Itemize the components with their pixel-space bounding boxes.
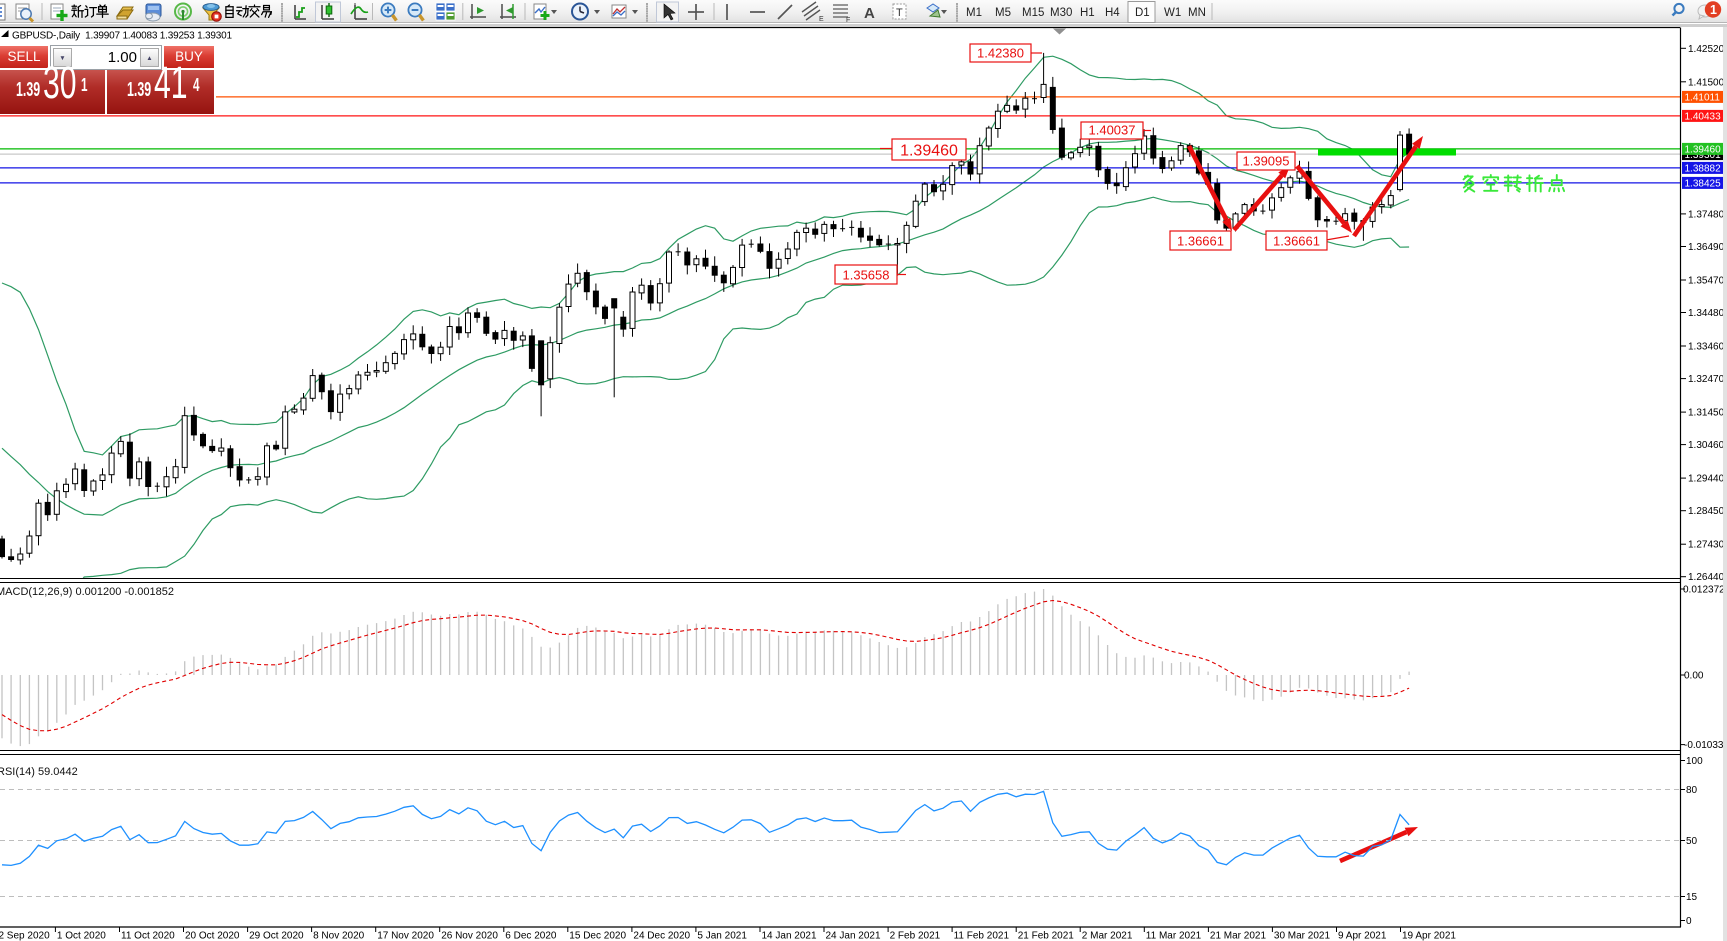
svg-text:21 Feb 2021: 21 Feb 2021	[1018, 931, 1075, 941]
svg-text:20 Oct 2020: 20 Oct 2020	[185, 931, 240, 941]
svg-text:D1: D1	[1135, 7, 1150, 19]
svg-text:22 Sep 2020: 22 Sep 2020	[0, 931, 50, 941]
svg-text:5 Jan 2021: 5 Jan 2021	[697, 931, 747, 941]
svg-text:1.28450: 1.28450	[1688, 506, 1725, 517]
svg-text:1.40037: 1.40037	[1089, 123, 1136, 138]
svg-text:1.34480: 1.34480	[1688, 308, 1725, 319]
svg-text:MACD(12,26,9) 0.001200 -0.0018: MACD(12,26,9) 0.001200 -0.001852	[0, 586, 174, 598]
svg-text:1.42380: 1.42380	[977, 46, 1024, 61]
svg-text:6 Dec 2020: 6 Dec 2020	[505, 931, 557, 941]
svg-text:1.39460: 1.39460	[900, 143, 958, 160]
svg-text:0.00: 0.00	[1684, 671, 1704, 682]
svg-text:0: 0	[1686, 916, 1692, 927]
svg-text:W1: W1	[1164, 7, 1181, 19]
svg-text:E: E	[819, 16, 824, 23]
svg-text:50: 50	[1686, 836, 1698, 847]
svg-text:80: 80	[1686, 785, 1698, 796]
svg-text:1.40433: 1.40433	[1685, 112, 1722, 123]
svg-text:11 Feb 2021: 11 Feb 2021	[954, 931, 1010, 941]
svg-text:M5: M5	[995, 7, 1011, 19]
svg-text:1.35658: 1.35658	[843, 268, 890, 283]
svg-text:15: 15	[1686, 892, 1698, 903]
svg-text:1.41011: 1.41011	[1685, 93, 1721, 104]
svg-text:8 Nov 2020: 8 Nov 2020	[313, 931, 365, 941]
svg-text:1.42520: 1.42520	[1688, 44, 1725, 55]
svg-text:11 Oct 2020: 11 Oct 2020	[121, 931, 175, 941]
svg-text:30 Mar 2021: 30 Mar 2021	[1274, 931, 1331, 941]
svg-text:1: 1	[1710, 3, 1717, 17]
svg-text:1.35470: 1.35470	[1688, 276, 1725, 287]
svg-text:2 Feb 2021: 2 Feb 2021	[890, 931, 941, 941]
svg-text:1.36661: 1.36661	[1177, 234, 1224, 249]
svg-text:24 Jan 2021: 24 Jan 2021	[826, 931, 881, 941]
svg-text:1.36661: 1.36661	[1273, 234, 1320, 249]
svg-text:GBPUSD-,Daily 1.39907 1.40083: GBPUSD-,Daily 1.39907 1.40083 1.39253 1.…	[12, 31, 232, 42]
svg-text:19 Apr 2021: 19 Apr 2021	[1402, 931, 1456, 941]
svg-text:T: T	[896, 7, 903, 19]
svg-text:100: 100	[1686, 756, 1703, 767]
svg-text:21 Mar 2021: 21 Mar 2021	[1210, 931, 1267, 941]
svg-text:15 Dec 2020: 15 Dec 2020	[569, 931, 626, 941]
svg-text:H4: H4	[1105, 7, 1120, 19]
svg-text:M15: M15	[1022, 7, 1044, 19]
svg-text:1.33460: 1.33460	[1688, 342, 1725, 353]
svg-text:M1: M1	[966, 7, 982, 19]
svg-text:1.38882: 1.38882	[1685, 164, 1722, 175]
svg-text:1.27430: 1.27430	[1688, 540, 1725, 551]
svg-text:1.36490: 1.36490	[1688, 242, 1725, 253]
svg-text:MN: MN	[1188, 7, 1206, 19]
svg-text:29 Oct 2020: 29 Oct 2020	[249, 931, 304, 941]
svg-text:-0.0103374: -0.0103374	[1684, 740, 1727, 751]
svg-text:17 Nov 2020: 17 Nov 2020	[377, 931, 434, 941]
svg-text:1.31450: 1.31450	[1688, 408, 1725, 419]
svg-text:14 Jan 2021: 14 Jan 2021	[762, 931, 817, 941]
svg-text:1.39095: 1.39095	[1243, 154, 1290, 169]
svg-text:1.29440: 1.29440	[1688, 474, 1725, 485]
svg-text:1 Oct 2020: 1 Oct 2020	[57, 931, 106, 941]
svg-text:1.26440: 1.26440	[1688, 572, 1725, 583]
svg-text:H1: H1	[1080, 7, 1095, 19]
svg-text:A: A	[864, 5, 875, 22]
svg-text:1.32470: 1.32470	[1688, 374, 1725, 385]
svg-text:1.39460: 1.39460	[1685, 145, 1722, 156]
svg-text:1.37480: 1.37480	[1688, 209, 1725, 220]
svg-text:0.012372: 0.012372	[1683, 585, 1725, 596]
svg-text:1.30460: 1.30460	[1688, 440, 1725, 451]
svg-text:RSI(14) 59.0442: RSI(14) 59.0442	[0, 766, 78, 778]
svg-text:9 Apr 2021: 9 Apr 2021	[1338, 931, 1387, 941]
svg-text:24 Dec 2020: 24 Dec 2020	[633, 931, 690, 941]
svg-text:1.41500: 1.41500	[1688, 77, 1725, 88]
svg-text:2 Mar 2021: 2 Mar 2021	[1082, 931, 1133, 941]
svg-text:F: F	[846, 17, 850, 24]
svg-text:26 Nov 2020: 26 Nov 2020	[441, 931, 498, 941]
svg-text:11 Mar 2021: 11 Mar 2021	[1146, 931, 1202, 941]
svg-text:1.39301: 1.39301	[1685, 150, 1722, 161]
svg-text:M30: M30	[1050, 7, 1072, 19]
svg-text:1.38425: 1.38425	[1685, 179, 1722, 190]
